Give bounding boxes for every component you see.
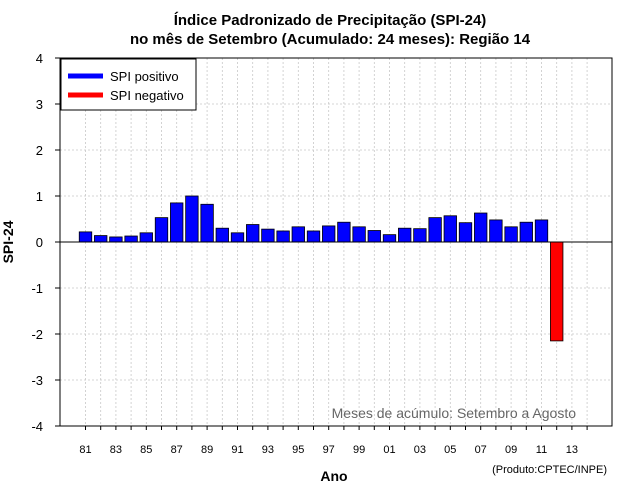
bar-1989 (200, 203, 214, 243)
x-axis-ticks: 81 83 85 87 89 91 93 95 97 99 01 03 05 07 09 11 13 (79, 426, 588, 456)
bar-2001 (382, 234, 397, 243)
legend-box (60, 58, 197, 111)
bar-2009 (504, 226, 518, 243)
chart-title: Índice Padronizado de Precipitação (SPI-… (174, 12, 487, 29)
x-tick-label: 07 (475, 444, 487, 456)
bar-1996 (306, 230, 321, 243)
bars-group (78, 195, 564, 342)
x-axis-label: Ano (320, 468, 347, 484)
bar-2007 (474, 212, 488, 243)
y-axis-label: SPI-24 (0, 220, 16, 263)
y-tick-label: 3 (36, 97, 43, 112)
x-tick-label: 91 (231, 444, 243, 456)
y-tick-label: 2 (36, 143, 43, 158)
x-tick-label: 85 (140, 444, 152, 456)
x-tick-label: 89 (201, 444, 213, 456)
x-tick-label: 83 (110, 444, 122, 456)
bar-1987 (170, 202, 184, 243)
bar-2004 (428, 217, 442, 243)
y-tick-label: -3 (31, 373, 43, 388)
y-axis-ticks: 4 3 2 1 0 -1 -2 -3 -4 (31, 51, 60, 434)
y-tick-label: -4 (31, 419, 43, 434)
bar-2012 (550, 241, 564, 342)
bar-1982 (94, 235, 108, 243)
bar-1983 (109, 236, 123, 243)
bar-1998 (337, 221, 351, 243)
bar-1990 (215, 227, 229, 243)
bar-1991 (230, 232, 245, 243)
x-tick-label: 87 (171, 444, 183, 456)
bar-2006 (458, 222, 473, 243)
y-tick-label: 4 (36, 51, 43, 66)
bar-2002 (398, 227, 412, 243)
bar-1986 (154, 217, 169, 243)
legend: SPI positivo SPI negativo (60, 58, 197, 111)
credit-text: (Produto:CPTEC/INPE) (492, 464, 607, 476)
bar-1985 (139, 232, 153, 243)
x-tick-label: 05 (444, 444, 456, 456)
x-tick-label: 99 (353, 444, 365, 456)
x-tick-label: 97 (323, 444, 335, 456)
x-tick-label: 81 (79, 444, 91, 456)
bar-1999 (352, 226, 366, 243)
y-tick-label: -1 (31, 281, 43, 296)
bar-1988 (185, 195, 199, 243)
legend-positive-label: SPI positivo (110, 69, 179, 84)
legend-negative-label: SPI negativo (110, 88, 184, 103)
bar-1984 (124, 235, 138, 243)
y-tick-label: 1 (36, 189, 43, 204)
x-tick-label: 95 (292, 444, 304, 456)
bar-2008 (489, 219, 503, 243)
x-tick-label: 13 (566, 444, 578, 456)
bar-2010 (519, 221, 533, 243)
bar-1995 (291, 226, 305, 243)
chart-subtitle: no mês de Setembro (Acumulado: 24 meses)… (130, 31, 531, 48)
x-tick-label: 93 (262, 444, 274, 456)
bar-2011 (534, 219, 549, 243)
x-tick-label: 03 (414, 444, 426, 456)
x-tick-label: 09 (505, 444, 517, 456)
bar-1993 (261, 228, 275, 243)
x-tick-label: 11 (536, 444, 547, 456)
annotation-text: Meses de acúmulo: Setembro a Agosto (332, 405, 577, 421)
y-tick-label: -2 (31, 327, 43, 342)
x-tick-label: 01 (383, 444, 395, 456)
bar-2003 (413, 228, 427, 243)
bar-2000 (367, 230, 381, 243)
bar-1997 (322, 225, 336, 243)
bar-2005 (443, 215, 457, 243)
bar-1981 (78, 231, 93, 243)
y-tick-label: 0 (36, 235, 43, 250)
bar-1994 (276, 230, 290, 243)
bar-1992 (246, 224, 260, 243)
